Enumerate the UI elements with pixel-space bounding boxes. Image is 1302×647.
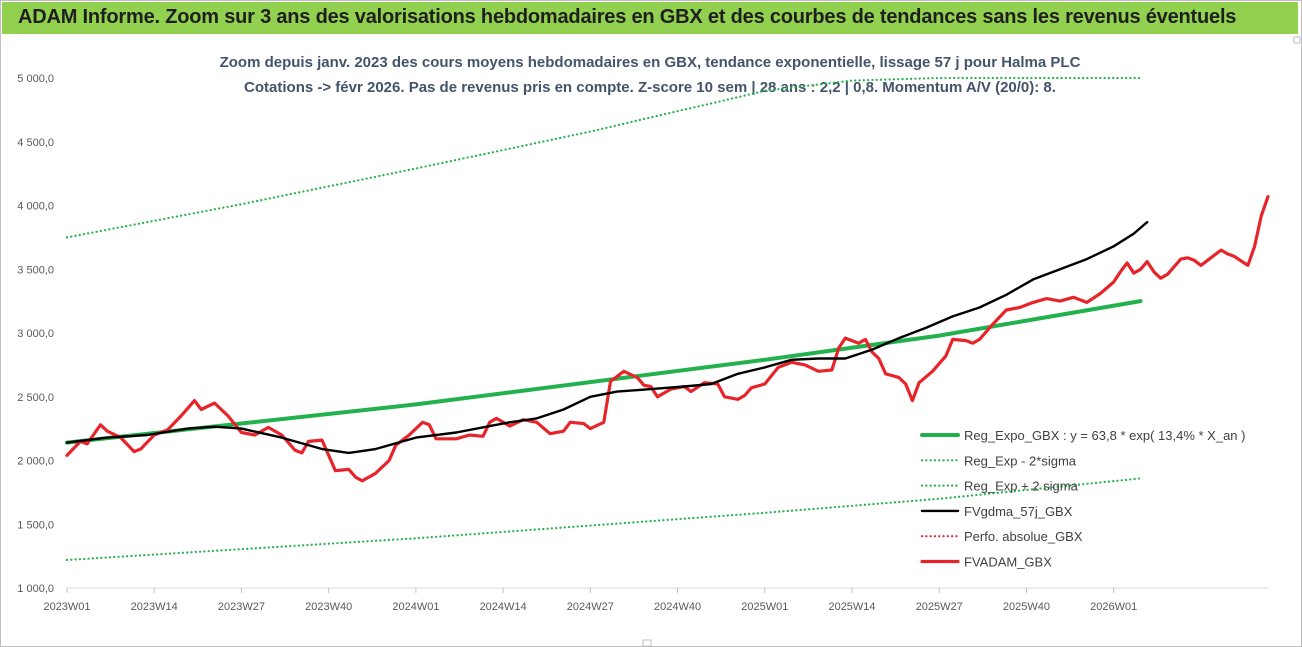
x-tick-label: 2026W01 bbox=[1090, 601, 1137, 613]
y-tick-label: 1 000,0 bbox=[17, 583, 54, 595]
legend-label-1: Reg_Exp - 2*sigma bbox=[964, 453, 1077, 468]
y-tick-label: 4 500,0 bbox=[17, 137, 54, 149]
y-tick-label: 2 500,0 bbox=[17, 392, 54, 404]
series-group bbox=[65, 76, 1270, 562]
y-tick-label: 3 000,0 bbox=[17, 328, 54, 340]
x-tick-label: 2025W27 bbox=[916, 601, 963, 613]
x-tick-label: 2024W01 bbox=[392, 601, 439, 613]
y-tick-label: 5 000,0 bbox=[17, 73, 54, 85]
resize-handle-top-right[interactable] bbox=[1293, 36, 1301, 44]
x-tick-label: 2024W40 bbox=[654, 601, 701, 613]
x-tick-label: 2023W40 bbox=[305, 601, 352, 613]
legend-label-5: FVADAM_GBX bbox=[964, 555, 1052, 570]
resize-handle-bottom[interactable] bbox=[642, 639, 652, 647]
y-tick-label: 3 500,0 bbox=[17, 264, 54, 276]
y-tick-label: 2 000,0 bbox=[17, 456, 54, 468]
x-tick-label: 2025W40 bbox=[1003, 601, 1050, 613]
x-axis: 2023W01 2023W14 2023W27 2023W40 2024W01 2024W… bbox=[43, 587, 1268, 613]
legend: Reg_Expo_GBX : y = 63,8 * exp( 13,4% * X… bbox=[920, 428, 1245, 570]
chart-title-line2: Cotations -> févr 2026. Pas de revenus p… bbox=[244, 79, 1056, 96]
x-tick-label: 2023W27 bbox=[218, 601, 265, 613]
series-line-1 bbox=[65, 477, 1142, 562]
series-line-0 bbox=[65, 299, 1143, 445]
x-tick-label: 2024W14 bbox=[480, 601, 527, 613]
legend-label-3: FVgdma_57j_GBX bbox=[964, 504, 1073, 519]
x-tick-label: 2024W27 bbox=[567, 601, 614, 613]
x-tick-label: 2025W14 bbox=[828, 601, 875, 613]
series-line-2 bbox=[65, 76, 1142, 239]
x-tick-label: 2023W01 bbox=[43, 601, 90, 613]
chart-title-line1: Zoom depuis janv. 2023 des cours moyens … bbox=[220, 54, 1081, 71]
legend-label-4: Perfo. absolue_GBX bbox=[964, 529, 1083, 544]
selection-handles[interactable] bbox=[642, 36, 1301, 647]
x-tick-label: 2025W01 bbox=[741, 601, 788, 613]
series-line-3 bbox=[65, 220, 1149, 455]
y-tick-label: 1 500,0 bbox=[17, 519, 54, 531]
legend-label-0: Reg_Expo_GBX : y = 63,8 * exp( 13,4% * X… bbox=[964, 428, 1245, 443]
banner: ADAM Informe. Zoom sur 3 ans des valoris… bbox=[2, 2, 1298, 34]
banner-title: ADAM Informe. Zoom sur 3 ans des valoris… bbox=[18, 6, 1237, 28]
legend-label-2: Reg_Exp + 2 sigma bbox=[964, 479, 1079, 494]
y-tick-label: 4 000,0 bbox=[17, 201, 54, 213]
y-axis: 5 000,0 4 500,0 4 000,0 3 500,0 3 000,0 2 500… bbox=[17, 73, 54, 595]
x-tick-label: 2023W14 bbox=[131, 601, 178, 613]
